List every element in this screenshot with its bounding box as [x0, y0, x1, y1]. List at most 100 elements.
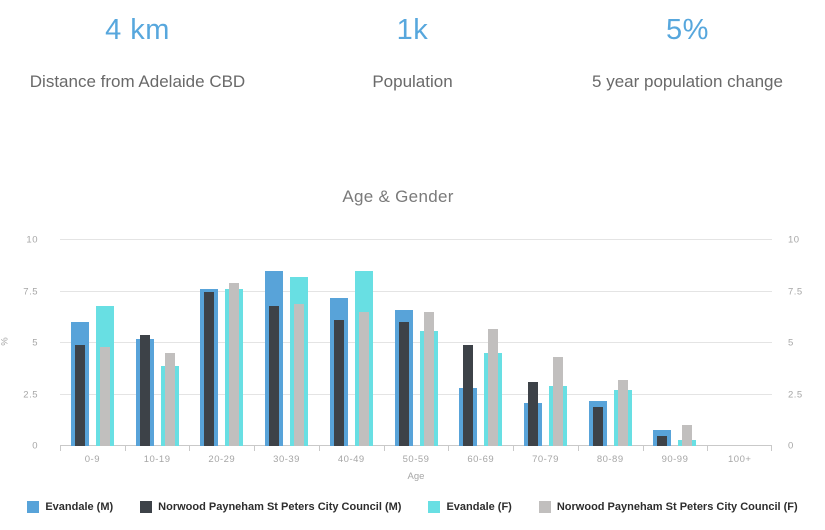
category-group [189, 240, 254, 446]
gridline [60, 445, 772, 446]
category-group [384, 240, 449, 446]
bar-norwood-m[interactable] [528, 382, 538, 446]
x-axis-ticks [60, 446, 772, 451]
category-group [643, 240, 708, 446]
legend-swatch-icon [538, 501, 551, 513]
y-tick-label: 5 [32, 337, 38, 349]
x-tick-mark [771, 446, 772, 451]
bar-pair [225, 240, 244, 446]
bar-pair [394, 240, 413, 446]
stat-population-value: 1k [396, 14, 429, 46]
x-tick-label: 100+ [728, 454, 752, 465]
x-tick-label: 90-99 [661, 454, 689, 465]
bar-pair [588, 240, 607, 446]
y-tick-label: 10 [788, 234, 800, 246]
y-tick-label: 5 [788, 337, 794, 349]
x-tick-mark [448, 446, 450, 451]
legend-item-label: Evandale (F) [446, 501, 512, 513]
bar-pair [459, 240, 478, 446]
legend-item-norwood-f[interactable]: Norwood Payneham St Peters City Council … [538, 501, 798, 513]
legend-item-label: Norwood Payneham St Peters City Council … [556, 501, 798, 513]
bar-pair [678, 240, 697, 446]
bar-pair [329, 240, 348, 446]
bar-norwood-m[interactable] [398, 322, 409, 446]
bar-norwood-m[interactable] [592, 406, 603, 446]
bar-norwood-m[interactable] [657, 435, 668, 446]
bar-pair [524, 240, 542, 446]
legend-item-evandale-f[interactable]: Evandale (F) [428, 501, 512, 513]
x-tick-mark [124, 446, 126, 451]
bar-pair [160, 240, 179, 446]
bar-norwood-f[interactable] [617, 380, 628, 446]
gridline [60, 393, 772, 395]
x-tick-mark [642, 446, 644, 451]
x-tick-mark [318, 446, 320, 451]
bar-pair [419, 240, 438, 446]
x-axis-title: Age [407, 471, 425, 482]
gridline [60, 290, 772, 292]
x-tick-label: 30-39 [273, 454, 300, 465]
bar-norwood-m[interactable] [269, 305, 280, 446]
bar-norwood-m[interactable] [74, 345, 85, 446]
bar-norwood-f[interactable] [164, 353, 175, 446]
y-axis-left: 0 2.5 5 7.5 10 [0, 235, 46, 452]
categories [60, 240, 772, 446]
bar-norwood-f[interactable] [229, 283, 240, 446]
bar-pair [354, 240, 373, 446]
y-tick-label: 7.5 [788, 286, 803, 297]
legend-item-label: Evandale (M) [45, 501, 114, 513]
bar-pair [743, 240, 761, 446]
stat-distance-label: Distance from Adelaide CBD [29, 72, 246, 91]
gridline [60, 342, 772, 343]
bar-pair [70, 240, 89, 446]
bar-norwood-m[interactable] [139, 334, 150, 446]
bar-norwood-f[interactable] [553, 357, 563, 446]
plot-area [60, 239, 772, 446]
x-tick-label: 40-49 [337, 454, 365, 465]
category-group [578, 240, 643, 446]
y-axis-right: 0 2.5 5 7.5 10 [782, 235, 822, 452]
x-tick-mark [513, 446, 515, 451]
y-tick-label: 2.5 [23, 389, 38, 400]
x-tick-label: 10-19 [143, 454, 171, 465]
bar-pair [613, 240, 632, 446]
bar-norwood-m[interactable] [463, 345, 474, 446]
x-tick-label: 20-29 [208, 454, 236, 465]
legend-swatch-icon [27, 501, 40, 513]
bar-pair [484, 240, 503, 446]
bar-norwood-f[interactable] [488, 328, 499, 446]
category-group [319, 240, 384, 446]
bar-pair [653, 240, 672, 446]
bar-norwood-f[interactable] [294, 303, 305, 446]
x-tick-mark [189, 446, 191, 451]
bar-norwood-f[interactable] [358, 312, 369, 446]
stat-population: 1k Population [275, 14, 550, 94]
category-group [254, 240, 319, 446]
x-tick-label: 0-9 [84, 454, 100, 465]
bar-pair [200, 240, 219, 446]
y-tick-label: 10 [26, 234, 38, 246]
gridline [60, 239, 772, 240]
legend-item-evandale-m[interactable]: Evandale (M) [27, 501, 113, 513]
y-tick-label: 7.5 [23, 286, 38, 297]
bar-pair [135, 240, 154, 446]
stat-distance-value: 4 km [105, 14, 170, 46]
category-group [707, 240, 772, 446]
bar-pair [290, 240, 309, 446]
legend-swatch-icon [428, 501, 441, 513]
legend-swatch-icon [140, 501, 153, 513]
legend-item-norwood-m[interactable]: Norwood Payneham St Peters City Council … [140, 501, 401, 513]
bar-norwood-f[interactable] [423, 312, 434, 446]
stat-distance: 4 km Distance from Adelaide CBD [0, 14, 275, 94]
bar-norwood-m[interactable] [333, 320, 344, 446]
y-tick-label: 2.5 [788, 389, 803, 400]
bar-norwood-m[interactable] [204, 291, 215, 446]
bar-norwood-f[interactable] [682, 425, 693, 446]
category-group [125, 240, 190, 446]
bar-norwood-f[interactable] [99, 347, 110, 446]
category-group [448, 240, 513, 446]
stat-population-change-value: 5% [666, 14, 709, 46]
x-tick-mark [254, 446, 256, 451]
bar-pair [95, 240, 114, 446]
